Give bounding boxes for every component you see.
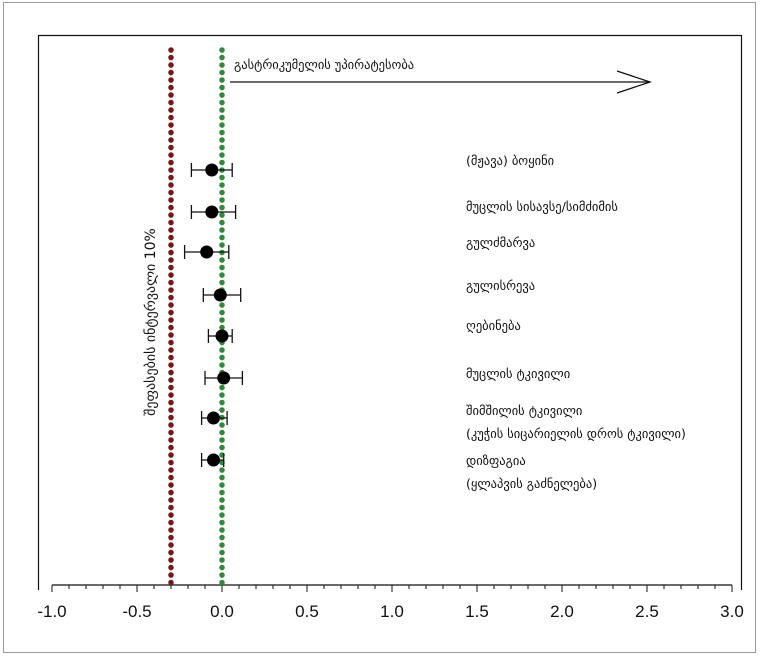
- forest-row-marker: [190, 163, 233, 177]
- row-label: შიმშილის ტკივილი: [466, 403, 582, 418]
- data-point: [207, 453, 220, 467]
- forest-row-marker: [190, 205, 237, 219]
- data-point: [213, 288, 227, 302]
- forest-row-marker: [200, 411, 228, 425]
- row-label: (მჟავა) ბოყინი: [466, 153, 554, 168]
- row-label: გულისრევა: [466, 278, 535, 293]
- data-point: [205, 205, 219, 219]
- row-label: მუცლის ტკივილი: [466, 366, 570, 381]
- x-tick-label: -1.0: [37, 602, 66, 621]
- data-point: [205, 163, 219, 177]
- forest-row-marker: [202, 288, 242, 302]
- data-point: [207, 411, 220, 425]
- arrow-label: გასტრიკუმელის უპირატესობა: [234, 57, 414, 72]
- x-tick-label: 2.0: [550, 602, 574, 621]
- plot-frame: [37, 34, 743, 590]
- x-tick-label: 0.0: [210, 602, 234, 621]
- row-label: ღებინება: [466, 318, 521, 333]
- x-tick-label: 3.0: [720, 602, 744, 621]
- arrow-head-icon: [616, 70, 653, 94]
- row-label: გულძმარვა: [466, 235, 535, 250]
- forest-row-marker: [200, 453, 225, 467]
- data-points: [183, 163, 244, 467]
- data-point: [200, 245, 214, 259]
- forest-row-marker: [183, 245, 230, 259]
- superiority-arrow: გასტრიკუმელის უპირატესობა: [230, 57, 653, 94]
- row-label: დიზფაგია: [466, 453, 526, 468]
- data-point: [215, 329, 229, 343]
- reference-lines: [168, 47, 225, 593]
- x-axis: -1.0 -0.5 0.0 0.5 1.0 1.5 2.0 2.5 3.0: [37, 584, 744, 621]
- data-point: [217, 371, 231, 385]
- x-tick-label: 2.5: [635, 602, 659, 621]
- x-tick-label: 1.0: [380, 602, 404, 621]
- x-tick-label: 1.5: [465, 602, 489, 621]
- row-label: მუცლის სისავსე/სიმძიმის: [466, 199, 618, 214]
- x-tick-label: -0.5: [122, 602, 151, 621]
- x-tick-label: 0.5: [295, 602, 319, 621]
- row-label: (ყლაპვის გაძნელება): [466, 476, 597, 491]
- forest-row-marker: [207, 329, 233, 343]
- row-label: (კუჭის სიცარიელის დროს ტკივილი): [466, 426, 686, 441]
- row-labels: (მჟავა) ბოყინი მუცლის სისავსე/სიმძიმის გულ…: [466, 153, 686, 491]
- figure-border: [3, 2, 756, 653]
- margin-label: შეფასების ინტერვალი 10%: [142, 228, 159, 416]
- forest-row-marker: [204, 371, 244, 385]
